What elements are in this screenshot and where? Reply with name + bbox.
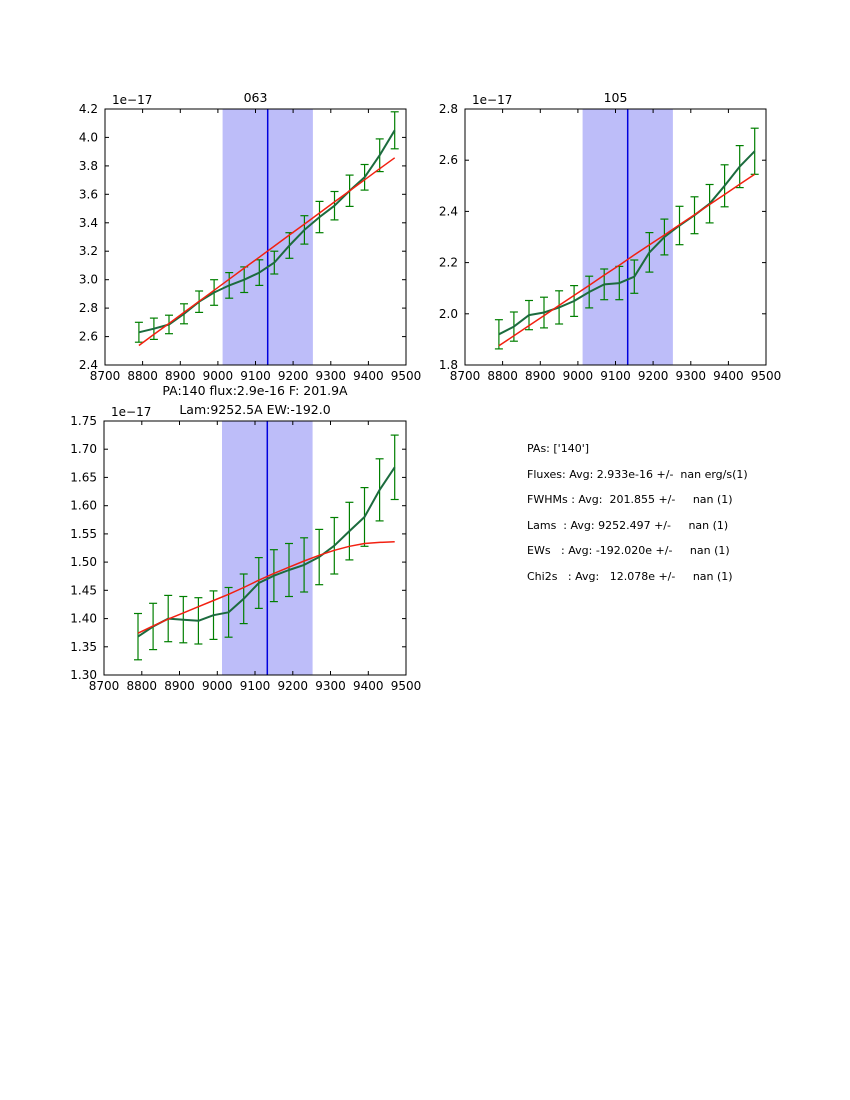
svg-text:9300: 9300 [676,369,707,383]
x-tick-labels: 8700 8800 8900 9000 9100 9200 9300 9400 9500 [89,679,422,693]
svg-text:8900: 8900 [525,369,556,383]
svg-text:4.2: 4.2 [79,102,98,116]
svg-text:3.4: 3.4 [79,216,98,230]
svg-text:2.6: 2.6 [439,153,458,167]
stats-line-fwhms: FWHMs : Avg: 201.855 +/- nan (1) [527,493,733,507]
y-axis-offset-label: 1e−17 [111,405,151,419]
fit-line [138,157,396,347]
svg-text:1.40: 1.40 [70,612,97,626]
svg-text:8800: 8800 [487,369,518,383]
svg-text:9000: 9000 [563,369,594,383]
svg-text:1.60: 1.60 [70,499,97,513]
stats-line-pas: PAs: ['140'] [527,442,590,455]
svg-text:9100: 9100 [240,679,271,693]
chart-title: 063 [244,90,268,105]
svg-text:1.70: 1.70 [70,442,97,456]
svg-text:9100: 9100 [240,369,271,383]
svg-text:9200: 9200 [638,369,669,383]
chart-pa140: 8700 8800 8900 9000 9100 9200 9300 9400 9500 1.30… [70,383,422,693]
y-tick-labels: 1.8 2.0 2.2 2.4 2.6 2.8 [439,102,458,372]
svg-text:9500: 9500 [751,369,782,383]
svg-text:9400: 9400 [713,369,744,383]
svg-text:1.50: 1.50 [70,555,97,569]
svg-text:3.0: 3.0 [79,273,98,287]
svg-text:9200: 9200 [278,369,309,383]
fit-line [498,173,756,347]
chart-title: 105 [604,90,628,105]
svg-text:9500: 9500 [391,369,422,383]
svg-text:8700: 8700 [450,369,481,383]
svg-text:9100: 9100 [600,369,631,383]
fit-line [137,541,395,634]
svg-text:1.8: 1.8 [439,358,458,372]
y-tick-labels: 1.30 1.35 1.40 1.45 1.50 1.55 1.60 1.65 1.70 1.75 [70,414,97,682]
svg-text:4.0: 4.0 [79,130,98,144]
x-tick-labels: 8700 8800 8900 9000 9100 9200 9300 9400 9500 [450,369,782,383]
svg-text:8800: 8800 [127,369,158,383]
y-tick-labels: 2.4 2.6 2.8 3.0 3.2 3.4 3.6 3.8 4.0 4.2 [79,102,98,372]
svg-text:1.65: 1.65 [70,470,97,484]
axis-ticks [104,108,407,366]
x-tick-labels: 8700 8800 8900 9000 9100 9200 9300 9400 9500 [90,369,422,383]
chart-title: PA:140 flux:2.9e-16 F: 201.9A [162,383,348,398]
svg-text:1.35: 1.35 [70,640,97,654]
svg-text:2.0: 2.0 [439,307,458,321]
svg-text:8900: 8900 [165,369,196,383]
svg-text:8800: 8800 [127,679,158,693]
chart-title: Lam:9252.5A EW:-192.0 [179,402,330,417]
svg-text:9300: 9300 [315,679,346,693]
svg-text:3.2: 3.2 [79,244,98,258]
stats-line-lams: Lams : Avg: 9252.497 +/- nan (1) [527,518,729,532]
axis-ticks [464,108,767,366]
svg-text:2.8: 2.8 [439,102,458,116]
axis-ticks [103,420,407,676]
svg-text:9400: 9400 [353,679,384,693]
spectrum-line [498,150,756,336]
chart-063: 8700 8800 8900 9000 9100 9200 9300 9400 95002.42… [79,90,422,383]
svg-text:3.6: 3.6 [79,187,98,201]
svg-text:9000: 9000 [202,679,233,693]
svg-text:2.4: 2.4 [439,204,458,218]
svg-text:2.8: 2.8 [79,301,98,315]
svg-text:9200: 9200 [278,679,309,693]
svg-text:2.2: 2.2 [439,256,458,270]
stats-summary: PAs: ['140'] Fluxes: Avg: 2.933e-16 +/- … [527,436,748,590]
svg-text:3.8: 3.8 [79,159,98,173]
svg-text:9000: 9000 [203,369,234,383]
stats-line-fluxes: Fluxes: Avg: 2.933e-16 +/- nan erg/s(1) [527,467,748,481]
svg-text:9500: 9500 [391,679,422,693]
svg-text:8700: 8700 [90,369,121,383]
stats-line-ews: EWs : Avg: -192.020e +/- nan (1) [527,544,730,558]
svg-text:8700: 8700 [89,679,120,693]
svg-text:1.75: 1.75 [70,414,97,428]
y-axis-offset-label: 1e−17 [112,93,152,107]
svg-text:1.30: 1.30 [70,668,97,682]
svg-text:9300: 9300 [316,369,347,383]
stats-line-chi2s: Chi2s : Avg: 12.078e +/- nan (1) [527,569,733,583]
svg-text:1.55: 1.55 [70,527,97,541]
chart-105: 8700 8800 8900 9000 9100 9200 9300 9400 9500 1.8 2… [439,90,782,383]
svg-text:8900: 8900 [164,679,195,693]
svg-text:1.45: 1.45 [70,583,97,597]
svg-text:9400: 9400 [353,369,384,383]
y-axis-offset-label: 1e−17 [472,93,512,107]
svg-text:2.6: 2.6 [79,330,98,344]
spectrum-line [137,466,396,638]
svg-text:2.4: 2.4 [79,358,98,372]
